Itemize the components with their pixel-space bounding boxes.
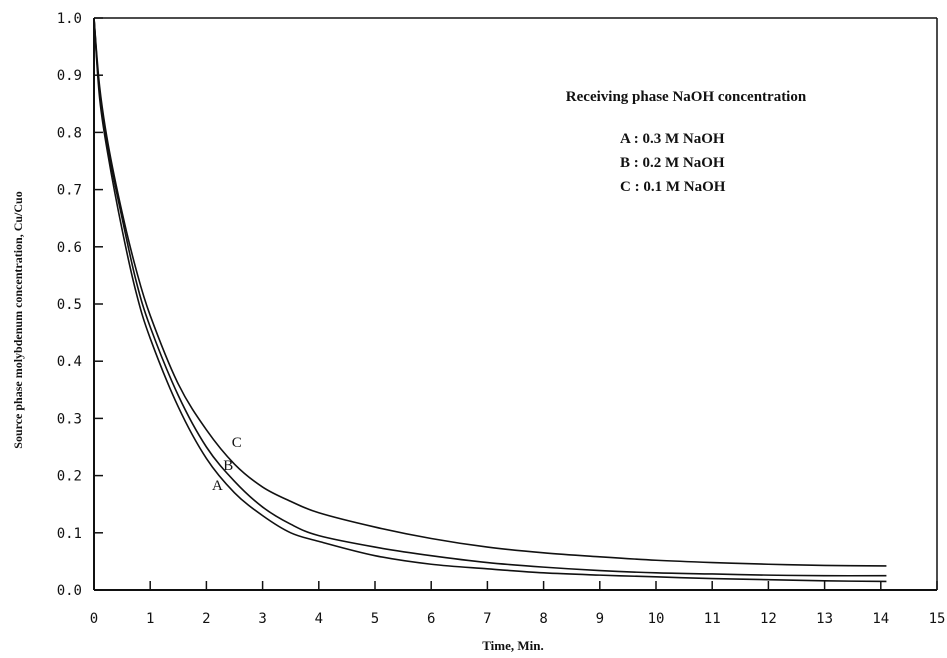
x-tick-label: 2	[202, 611, 210, 627]
y-tick-label: 0.7	[57, 183, 82, 199]
x-tick-label: 3	[258, 611, 266, 627]
y-ticks: 0.0 0.1 0.2 0.3 0.4 0.5 0.6 0.7 0.8 0.9 1.0	[57, 11, 103, 599]
series-line-c	[93, 17, 887, 567]
x-tick-label: 9	[596, 611, 604, 627]
x-tick-label: 11	[704, 611, 721, 627]
curve-label-c: C	[232, 435, 242, 451]
curve-labels: ABC	[212, 435, 242, 494]
x-tick-label: 1	[146, 611, 154, 627]
x-ticks: 0 1 2 3 4 5 6 7 8 9 10 11 12 13 14 15	[90, 581, 946, 627]
legend-entry-c: C : 0.1 M NaOH	[620, 179, 726, 195]
x-tick-label: 10	[648, 611, 665, 627]
curve-label-a: A	[212, 478, 223, 494]
series-line-a	[93, 17, 887, 583]
y-tick-label: 0.2	[57, 469, 82, 485]
x-tick-label: 12	[760, 611, 777, 627]
y-tick-label: 0.1	[57, 526, 82, 542]
x-axis-title: Time, Min.	[482, 638, 544, 653]
x-tick-label: 0	[90, 611, 98, 627]
y-tick-label: 0.8	[57, 125, 82, 141]
x-tick-label: 15	[929, 611, 946, 627]
series-layer	[93, 17, 887, 583]
y-tick-label: 1.0	[57, 11, 82, 27]
x-tick-label: 14	[872, 611, 889, 627]
y-tick-label: 0.5	[57, 297, 82, 313]
y-tick-label: 0.4	[57, 354, 82, 370]
legend-title: Receiving phase NaOH concentration	[566, 89, 807, 105]
legend: Receiving phase NaOH concentration A : 0…	[566, 89, 807, 195]
y-tick-label: 0.9	[57, 68, 82, 84]
x-tick-label: 4	[315, 611, 323, 627]
y-axis-title: Source phase molybdenum concentration, C…	[11, 191, 25, 448]
x-tick-label: 5	[371, 611, 379, 627]
legend-entry-b: B : 0.2 M NaOH	[620, 155, 725, 171]
curve-label-b: B	[223, 458, 233, 474]
legend-entry-a: A : 0.3 M NaOH	[620, 131, 725, 147]
series-line-b	[93, 17, 887, 577]
axes	[93, 17, 938, 591]
x-tick-label: 7	[483, 611, 491, 627]
x-tick-label: 13	[816, 611, 833, 627]
y-tick-label: 0.6	[57, 240, 82, 256]
y-tick-label: 0.0	[57, 583, 82, 599]
x-tick-label: 6	[427, 611, 435, 627]
x-tick-label: 8	[539, 611, 547, 627]
y-tick-label: 0.3	[57, 411, 82, 427]
